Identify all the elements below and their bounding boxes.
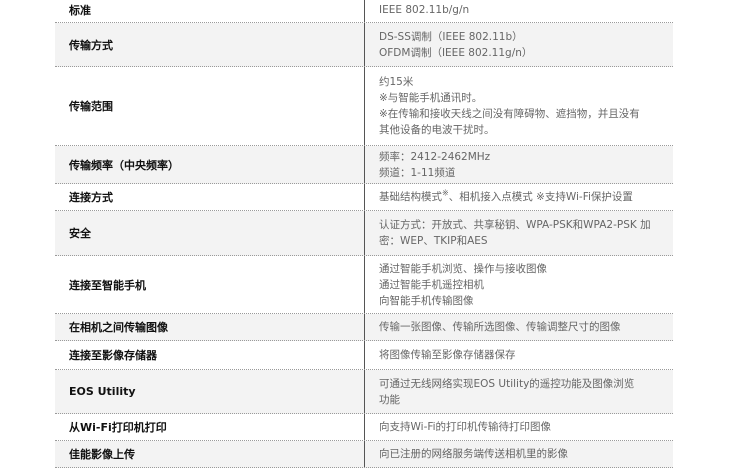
value-line: 向智能手机传输图像 <box>379 294 474 307</box>
value-line: 密：WEP、TKIP和AES <box>379 235 488 247</box>
row-label: 传输方式 <box>55 23 365 66</box>
row-value: 认证方式：开放式、共享秘钥、WPA-PSK和WPA2-PSK 加密：WEP、TK… <box>365 211 673 255</box>
value-line: ※与智能手机通讯时。 <box>379 92 483 104</box>
value-line: 将图像传输至影像存储器保存 <box>379 349 516 361</box>
value-line: IEEE 802.11b/g/n <box>379 4 470 16</box>
row-label: 传输范围 <box>55 67 365 145</box>
row-value: 向支持Wi-Fi的打印机传输待打印图像 <box>365 414 673 440</box>
row-value: DS-SS调制（IEEE 802.11b） OFDM调制（IEEE 802.11g… <box>365 23 673 66</box>
value-line: 功能 <box>379 393 400 406</box>
value-text: 基础结构模式 <box>379 191 442 203</box>
row-label: 在相机之间传输图像 <box>55 314 365 340</box>
value-line: 传输一张图像、传输所选图像、传输调整尺寸的图像 <box>379 321 621 333</box>
value-line: 约15米 <box>379 76 414 88</box>
table-row: 佳能影像上传 向已注册的网络服务端传送相机里的影像 <box>55 441 673 468</box>
row-value: 可通过无线网络实现EOS Utility的遥控功能及图像浏览 功能 <box>365 370 673 413</box>
row-value: 通过智能手机浏览、操作与接收图像 通过智能手机遥控相机 向智能手机传输图像 <box>365 256 673 313</box>
footnote-mark: ※ <box>442 188 449 198</box>
value-line: 通过智能手机浏览、操作与接收图像 <box>379 262 547 275</box>
value-line: DS-SS调制（IEEE 802.11b） <box>379 30 523 43</box>
table-row: EOS Utility 可通过无线网络实现EOS Utility的遥控功能及图像… <box>55 370 673 414</box>
spec-table: 标准 IEEE 802.11b/g/n 传输方式 DS-SS调制（IEEE 80… <box>55 0 673 468</box>
row-label: 安全 <box>55 211 365 255</box>
value-line: 向已注册的网络服务端传送相机里的影像 <box>379 448 568 460</box>
row-label: 传输频率（中央频率） <box>55 146 365 183</box>
table-row: 标准 IEEE 802.11b/g/n <box>55 0 673 23</box>
row-label: 佳能影像上传 <box>55 441 365 467</box>
value-line: 频道：1-11频道 <box>379 166 456 179</box>
row-value: 基础结构模式※、相机接入点模式 ※支持Wi-Fi保护设置 <box>365 184 673 210</box>
table-row: 连接方式 基础结构模式※、相机接入点模式 ※支持Wi-Fi保护设置 <box>55 184 673 211</box>
table-row: 从Wi-Fi打印机打印 向支持Wi-Fi的打印机传输待打印图像 <box>55 414 673 441</box>
row-label: 从Wi-Fi打印机打印 <box>55 414 365 440</box>
value-line: 其他设备的电波干扰时。 <box>379 124 495 136</box>
value-line: 可通过无线网络实现EOS Utility的遥控功能及图像浏览 <box>379 377 635 390</box>
row-label: 连接至智能手机 <box>55 256 365 313</box>
row-value: IEEE 802.11b/g/n <box>365 0 673 22</box>
value-text: 、相机接入点模式 ※支持Wi-Fi保护设置 <box>448 191 633 203</box>
table-row: 传输频率（中央频率） 频率：2412-2462MHz 频道：1-11频道 <box>55 146 673 184</box>
row-value: 将图像传输至影像存储器保存 <box>365 341 673 369</box>
row-label: 标准 <box>55 0 365 22</box>
value-line: 向支持Wi-Fi的打印机传输待打印图像 <box>379 421 552 433</box>
row-label: EOS Utility <box>55 370 365 413</box>
value-line: 频率：2412-2462MHz <box>379 150 491 163</box>
value-line: 认证方式：开放式、共享秘钥、WPA-PSK和WPA2-PSK 加 <box>379 219 651 231</box>
table-row: 连接至影像存储器 将图像传输至影像存储器保存 <box>55 341 673 370</box>
table-row: 传输范围 约15米 ※与智能手机通讯时。 ※在传输和接收天线之间没有障碍物、遮挡物，… <box>55 67 673 146</box>
row-label: 连接方式 <box>55 184 365 210</box>
row-value: 频率：2412-2462MHz 频道：1-11频道 <box>365 146 673 183</box>
value-line: 通过智能手机遥控相机 <box>379 278 484 291</box>
table-row: 安全 认证方式：开放式、共享秘钥、WPA-PSK和WPA2-PSK 加密：WEP… <box>55 211 673 256</box>
table-row: 连接至智能手机 通过智能手机浏览、操作与接收图像 通过智能手机遥控相机 向智能手机传… <box>55 256 673 314</box>
row-label: 连接至影像存储器 <box>55 341 365 369</box>
value-line: 基础结构模式※、相机接入点模式 ※支持Wi-Fi保护设置 <box>379 189 673 205</box>
row-value: 约15米 ※与智能手机通讯时。 ※在传输和接收天线之间没有障碍物、遮挡物，并且没有其… <box>365 67 673 145</box>
table-row: 传输方式 DS-SS调制（IEEE 802.11b） OFDM调制（IEEE 80… <box>55 23 673 67</box>
row-value: 向已注册的网络服务端传送相机里的影像 <box>365 441 673 467</box>
row-value: 传输一张图像、传输所选图像、传输调整尺寸的图像 <box>365 314 673 340</box>
value-line: ※在传输和接收天线之间没有障碍物、遮挡物，并且没有 <box>379 108 640 120</box>
table-row: 在相机之间传输图像 传输一张图像、传输所选图像、传输调整尺寸的图像 <box>55 314 673 341</box>
value-line: OFDM调制（IEEE 802.11g/n） <box>379 46 533 59</box>
